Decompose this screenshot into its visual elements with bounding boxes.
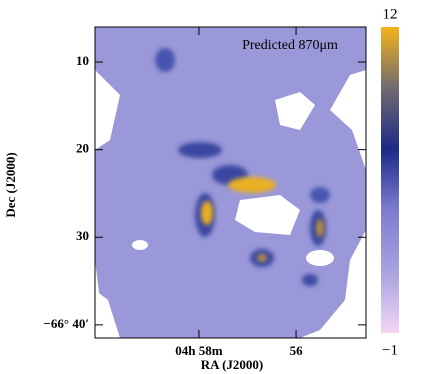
y-axis-label: Dec (J2000) — [3, 152, 18, 217]
colorbar — [381, 27, 399, 333]
x-tick-label: 56 — [290, 343, 304, 358]
plot-frame — [94, 26, 367, 339]
y-tick-label: 20 — [76, 141, 89, 156]
colorbar-tick-label: 12 — [383, 6, 398, 22]
x-tick-label: 04h 58m — [175, 343, 222, 358]
colorbar-tick-label: −1 — [382, 342, 398, 358]
x-axis-label: RA (J2000) — [201, 357, 263, 372]
annotation: Predicted 870μm — [242, 38, 338, 53]
y-tick-label: 10 — [76, 53, 89, 68]
y-tick-label: 30 — [76, 228, 89, 243]
y-tick-label: −66° 40′ — [43, 316, 89, 331]
map — [95, 27, 366, 338]
